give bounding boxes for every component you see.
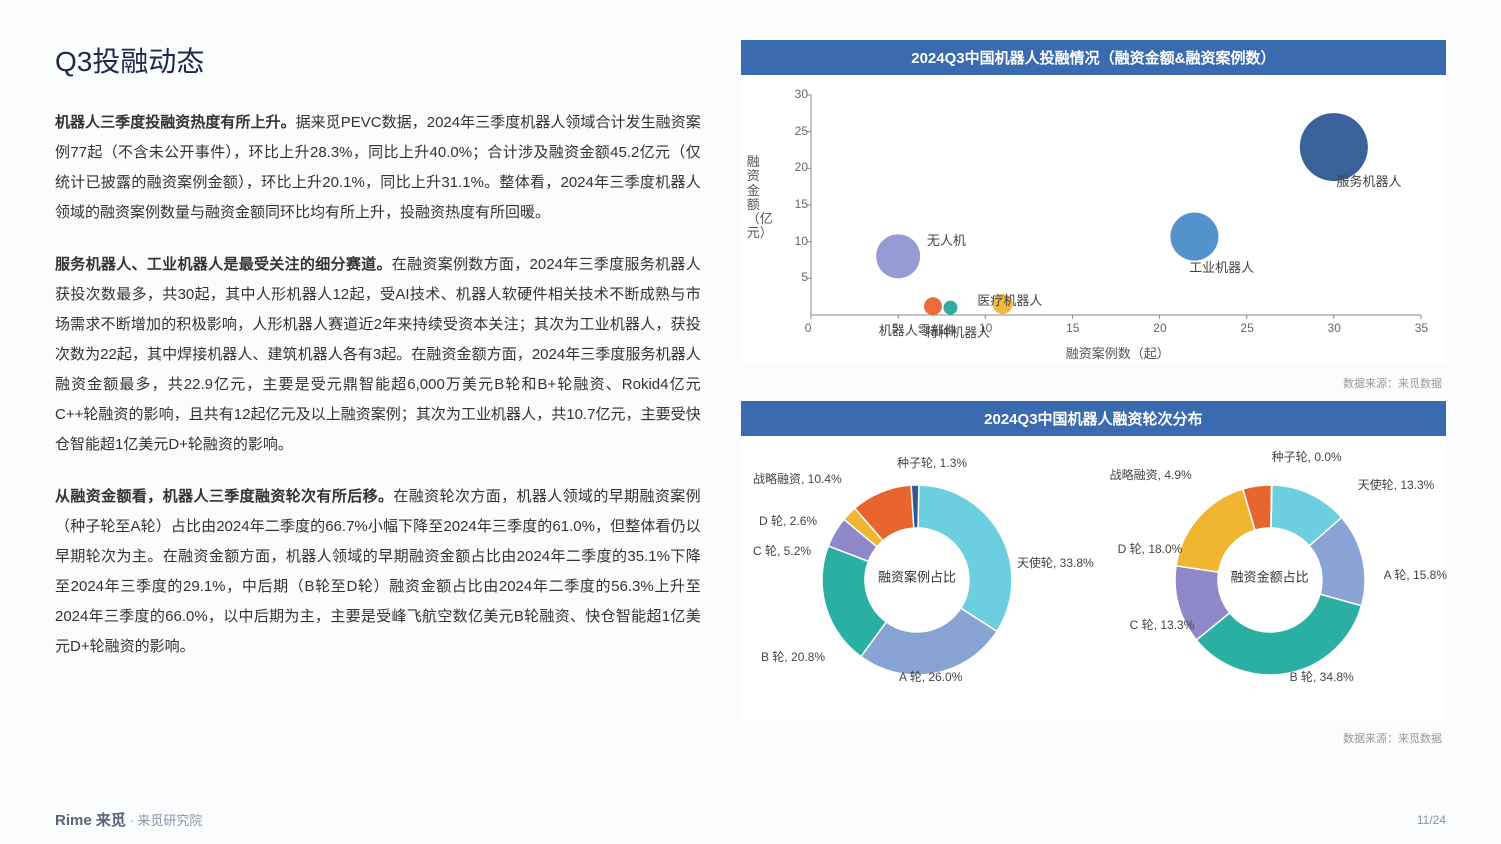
paragraph-2: 服务机器人、工业机器人是最受关注的细分赛道。在融资案例数方面，2024年三季度服…	[55, 250, 701, 460]
bubble-chart-title: 2024Q3中国机器人投融情况（融资金额&融资案例数）	[741, 40, 1446, 75]
bubble-chart-card: 2024Q3中国机器人投融情况（融资金额&融资案例数） 051015202530…	[741, 40, 1446, 365]
paragraph-3: 从融资金额看，机器人三季度融资轮次有所后移。在融资轮次方面，机器人领域的早期融资…	[55, 482, 701, 662]
page-number: 11/24	[1417, 813, 1446, 827]
source-2: 数据来源：来觅数据	[741, 726, 1446, 756]
page-title: Q3投融动态	[55, 40, 701, 80]
donut-chart-card: 2024Q3中国机器人融资轮次分布 融资案例占比 天使轮, 33.8%A 轮, …	[741, 401, 1446, 720]
text-column: Q3投融动态 机器人三季度投融资热度有所上升。据来觅PEVC数据，2024年三季…	[55, 40, 701, 756]
bubble-chart-plot: 0510152025303551015202530无人机机器人零部件特种机器人医…	[741, 75, 1446, 365]
donut-cases: 融资案例占比 天使轮, 33.8%A 轮, 26.0%B 轮, 20.8%C 轮…	[747, 446, 1087, 706]
donut-amount: 融资金额占比 天使轮, 13.3%A 轮, 15.8%B 轮, 34.8%C 轮…	[1100, 446, 1440, 706]
paragraph-1: 机器人三季度投融资热度有所上升。据来觅PEVC数据，2024年三季度机器人领域合…	[55, 108, 701, 228]
footer-brand: Rime 来觅 · 来觅研究院	[55, 809, 202, 830]
donut-chart-title: 2024Q3中国机器人融资轮次分布	[741, 401, 1446, 436]
charts-column: 2024Q3中国机器人投融情况（融资金额&融资案例数） 051015202530…	[741, 40, 1446, 756]
source-1: 数据来源：来觅数据	[741, 371, 1446, 401]
footer: Rime 来觅 · 来觅研究院 11/24	[55, 809, 1446, 830]
